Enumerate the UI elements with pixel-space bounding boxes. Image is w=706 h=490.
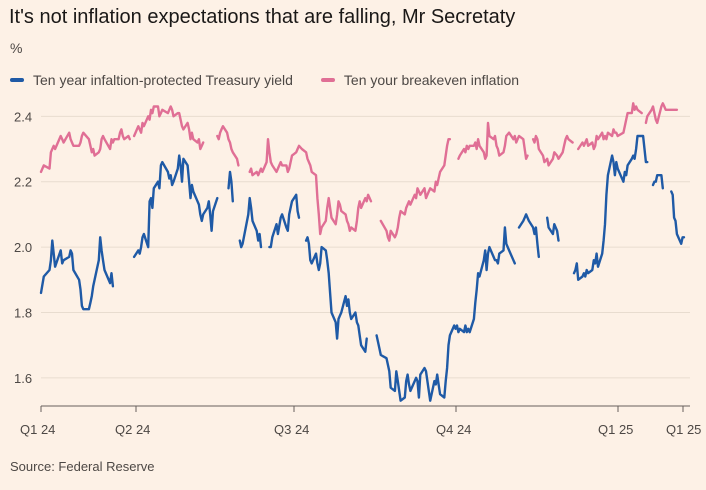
x-tick-label: Q4 24 <box>436 422 471 437</box>
y-tick-label: 1.6 <box>14 371 32 386</box>
source-note: Source: Federal Reserve <box>10 459 155 474</box>
y-tick-label: 2.2 <box>14 175 32 190</box>
legend-item-breakeven: Ten your breakeven inflation <box>320 72 520 88</box>
legend-item-tips-yield: Ten year infaltion-protected Treasury yi… <box>10 72 293 88</box>
y-tick-label: 2.0 <box>14 240 32 255</box>
series-line-tips-yield <box>39 134 686 402</box>
x-tick-label: Q1 25 <box>666 422 701 437</box>
y-unit-label: % <box>10 40 23 56</box>
y-tick-label: 2.4 <box>14 109 32 124</box>
y-tick-label: 1.8 <box>14 305 32 320</box>
legend-swatch-breakeven <box>320 78 335 82</box>
legend-label-tips-yield: Ten year infaltion-protected Treasury yi… <box>33 72 293 88</box>
legend: Ten year infaltion-protected Treasury yi… <box>10 72 547 88</box>
legend-label-breakeven: Ten your breakeven inflation <box>343 72 520 88</box>
series-line-breakeven <box>39 102 679 242</box>
x-tick-label: Q2 24 <box>115 422 150 437</box>
chart-title: It's not inflation expectations that are… <box>9 6 516 28</box>
x-tick-label: Q3 24 <box>274 422 309 437</box>
x-tick-label: Q1 24 <box>20 422 55 437</box>
legend-swatch-tips-yield <box>10 78 24 82</box>
x-tick-label: Q1 25 <box>598 422 633 437</box>
